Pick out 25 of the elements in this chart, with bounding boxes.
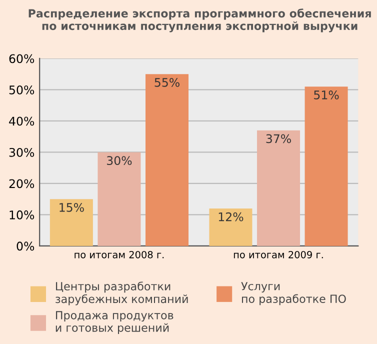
y-tick-label: 60% (9, 54, 34, 64)
y-tick-label: 30% (9, 148, 34, 157)
bar (304, 86, 348, 246)
data-label: 51% (314, 90, 339, 100)
data-label: 37% (266, 134, 291, 144)
bar (50, 199, 93, 246)
legend-label: Продажа продуктов и готовых решений (56, 311, 174, 334)
bar (209, 208, 252, 246)
data-label: 55% (154, 78, 180, 87)
data-label: 12% (218, 212, 244, 222)
bar (257, 130, 300, 246)
y-tick-label: 40% (9, 116, 34, 126)
y-tick-label: 10% (10, 210, 34, 220)
bar (98, 152, 141, 246)
bar (146, 74, 189, 246)
x-tick-label: по итогам 2009 г. (234, 250, 323, 258)
x-tick-label: по итогам 2008 г. (74, 250, 164, 258)
y-tick-label: 0% (16, 242, 34, 251)
y-tick-label: 50% (9, 85, 34, 94)
chart-title: Распределение экспорта программного обеспечения по источникам поступления экспортной выручки (28, 8, 371, 32)
data-label: 15% (60, 202, 84, 212)
legend-label: Центры разработки зарубежных компаний (56, 282, 188, 306)
y-tick-label: 20% (9, 179, 34, 188)
legend-label: Услуги по разработке ПО (241, 282, 346, 306)
data-label: 30% (107, 156, 132, 166)
